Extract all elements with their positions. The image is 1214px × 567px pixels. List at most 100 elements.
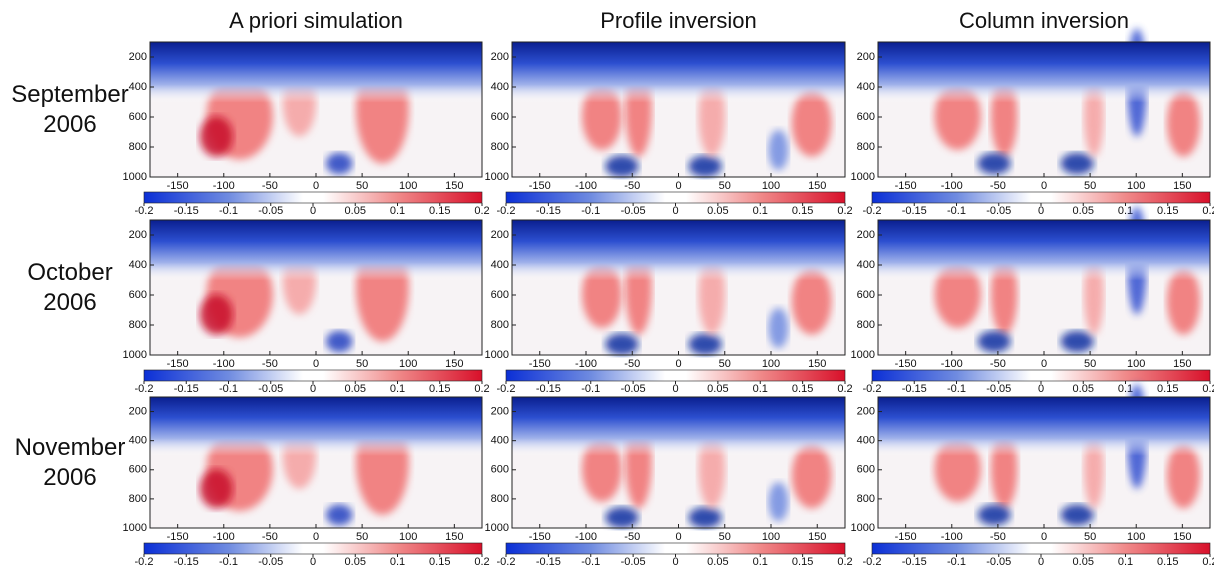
panel: 200 400 600 800 1000 -150 -100 -50 0 50 100 150 -0.2…: [123, 219, 490, 395]
colorbar-tick-label: -0.2: [135, 383, 154, 395]
y-tick-label: 400: [491, 435, 509, 447]
x-tick-label: -50: [624, 180, 640, 192]
field-region: [1166, 89, 1201, 157]
y-tick-label: 800: [491, 141, 509, 153]
y-tick-label: 800: [491, 319, 509, 331]
colorbar-tick-label: -0.2: [497, 556, 516, 567]
panel: 200 400 600 800 1000 -150 -100 -50 0 50 100 150 -0.2…: [851, 206, 1214, 395]
x-tick-label: -100: [213, 180, 235, 192]
y-tick-label: 200: [857, 229, 875, 241]
y-tick-label: 600: [129, 111, 147, 123]
colorbar-tick-label: -0.05: [258, 556, 283, 567]
y-tick-label: 400: [857, 435, 875, 447]
colorbar-tick-label: 0: [1038, 205, 1044, 217]
colorbar-tick-label: 0.2: [474, 383, 489, 395]
field-region: [199, 469, 233, 509]
x-tick-label: 50: [1084, 531, 1096, 543]
colorbar-tick-label: 0.1: [1118, 205, 1133, 217]
colorbar: [505, 542, 846, 555]
field-region: [768, 307, 789, 349]
x-tick-label: -150: [895, 531, 917, 543]
field-region: [1060, 504, 1094, 526]
y-tick-label: 200: [491, 229, 509, 241]
y-tick-label: 1000: [851, 522, 875, 534]
colorbar-tick-label: 0.05: [1073, 205, 1094, 217]
y-tick-label: 1000: [123, 171, 147, 183]
x-tick-label: 0: [1041, 358, 1047, 370]
x-tick-label: 150: [808, 358, 826, 370]
panel: 200 400 600 800 1000 -150 -100 -50 0 50 100 150 -0.2…: [123, 396, 490, 567]
colorbar: [143, 191, 483, 204]
colorbar-tick-label: 0.1: [390, 383, 405, 395]
colorbar-tick-label: 0.1: [1118, 383, 1133, 395]
field-region: [199, 116, 233, 157]
colorbar-tick-label: 0.05: [345, 383, 366, 395]
colorbar-tick-label: 0.1: [753, 383, 768, 395]
x-tick-label: -150: [895, 180, 917, 192]
x-tick-label: -50: [262, 531, 278, 543]
x-tick-label: -150: [529, 180, 551, 192]
colorbar-tick-label: 0.05: [707, 383, 728, 395]
colorbar-tick-label: 0.2: [837, 205, 852, 217]
colorbar-tick-label: 0: [1038, 383, 1044, 395]
row-label: November: [15, 434, 126, 461]
x-tick-label: 0: [313, 358, 319, 370]
y-tick-label: 400: [491, 259, 509, 271]
colorbar: [871, 542, 1211, 555]
x-tick-label: -50: [990, 358, 1006, 370]
x-tick-label: 150: [445, 358, 463, 370]
colorbar-tick-label: -0.15: [536, 205, 561, 217]
y-tick-label: 800: [129, 493, 147, 505]
y-tick-label: 200: [491, 405, 509, 417]
x-tick-label: 150: [445, 180, 463, 192]
field-region: [977, 152, 1011, 175]
x-tick-label: -150: [167, 531, 189, 543]
y-tick-label: 400: [857, 81, 875, 93]
field-region: [977, 330, 1011, 353]
field-region: [768, 482, 789, 522]
colorbar-tick-label: 0.15: [792, 383, 813, 395]
colorbar-tick-label: -0.1: [219, 556, 238, 567]
colorbar-tick-label: -0.2: [135, 556, 154, 567]
y-tick-label: 600: [129, 464, 147, 476]
x-tick-label: 0: [675, 531, 681, 543]
row-label: 2006: [43, 464, 96, 491]
x-tick-label: 100: [1127, 358, 1145, 370]
upper-band: [878, 42, 1210, 103]
x-tick-label: -50: [624, 358, 640, 370]
field-region: [605, 155, 639, 177]
y-tick-label: 200: [129, 229, 147, 241]
y-tick-label: 800: [857, 141, 875, 153]
colorbar-tick-label: 0: [672, 383, 678, 395]
colorbar-tick-label: 0.05: [707, 205, 728, 217]
colorbar-tick-label: 0.15: [429, 383, 450, 395]
colorbar-tick-label: 0.2: [1202, 205, 1214, 217]
colorbar-tick-label: 0.05: [1073, 383, 1094, 395]
x-tick-label: 0: [1041, 531, 1047, 543]
y-tick-label: 800: [857, 319, 875, 331]
y-tick-label: 200: [857, 51, 875, 63]
upper-band: [512, 397, 845, 456]
x-tick-label: 150: [808, 531, 826, 543]
y-tick-label: 600: [491, 111, 509, 123]
x-tick-label: 50: [719, 180, 731, 192]
upper-band: [512, 220, 845, 281]
y-tick-label: 600: [129, 289, 147, 301]
colorbar-tick-label: 0.2: [474, 205, 489, 217]
colorbar: [871, 369, 1211, 382]
x-tick-label: 50: [356, 358, 368, 370]
x-tick-label: 100: [762, 180, 780, 192]
panel: 200 400 600 800 1000 -150 -100 -50 0 50 100 150 -0.2…: [851, 383, 1214, 567]
colorbar-tick-label: 0: [310, 383, 316, 395]
field-region: [325, 330, 353, 353]
x-tick-label: 0: [313, 180, 319, 192]
colorbar-tick-label: 0.15: [792, 556, 813, 567]
x-tick-label: 150: [1173, 180, 1191, 192]
column-title: Profile inversion: [600, 8, 757, 33]
colorbar-tick-label: 0.2: [474, 556, 489, 567]
column-title: Column inversion: [959, 8, 1129, 33]
colorbar-tick-label: -0.15: [174, 556, 199, 567]
colorbar-tick-label: -0.05: [986, 383, 1011, 395]
colorbar-tick-label: -0.1: [581, 205, 600, 217]
